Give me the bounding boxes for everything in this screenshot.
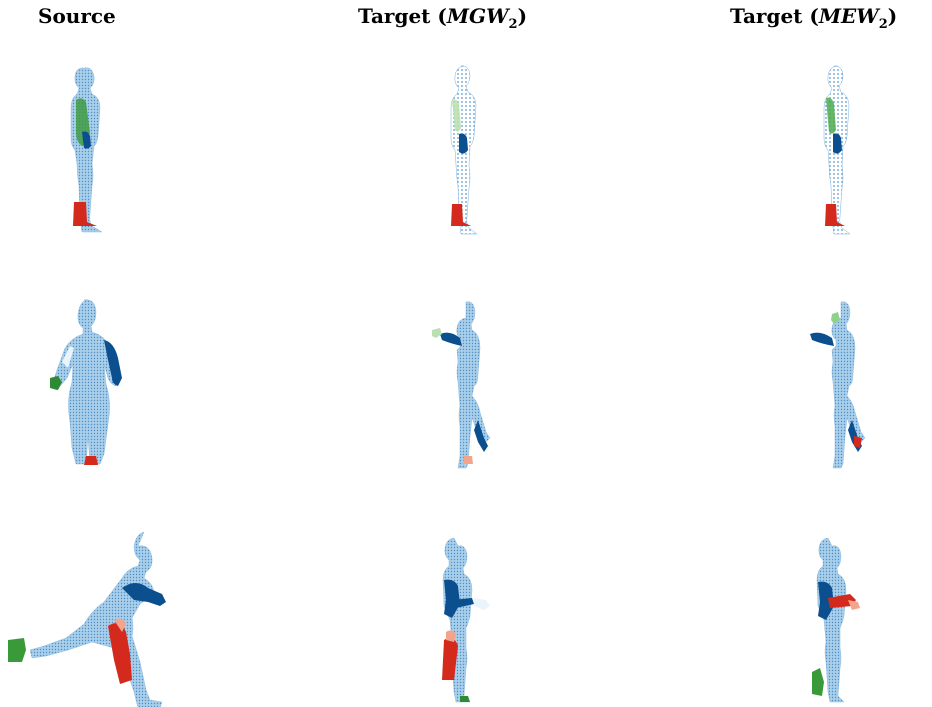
dark-blue-region [82, 131, 91, 149]
red-region [73, 202, 97, 226]
panel-r2-target-mgw [432, 301, 491, 469]
green-region [812, 668, 824, 696]
body-mesh [831, 301, 866, 469]
green-region [452, 99, 461, 132]
dark-blue-region [122, 583, 166, 606]
panel-r1-source [70, 67, 103, 233]
red-region [825, 204, 845, 226]
green-region [432, 328, 442, 338]
panel-r2-target-mew [810, 301, 866, 469]
dark-blue-region [444, 579, 460, 618]
dark-blue-region [474, 420, 488, 452]
panel-r2-source [50, 299, 122, 465]
green-region [460, 696, 470, 702]
header-source-label: Source [38, 4, 116, 28]
dark-blue-region [452, 598, 474, 608]
panel-r3-target-mew [812, 537, 860, 703]
green-region [831, 312, 840, 324]
red-region [828, 594, 856, 608]
red-region [442, 638, 458, 680]
light-red-region [848, 600, 860, 610]
body-mesh [442, 537, 473, 703]
red-region [463, 456, 473, 464]
dark-blue-region [440, 332, 462, 346]
light-red-region [446, 630, 456, 642]
panel-r1-target-mgw [450, 65, 478, 235]
dark-blue-region [104, 340, 122, 386]
red-region [854, 436, 862, 448]
dark-blue-region [810, 332, 834, 346]
light-red-region [114, 618, 126, 632]
dark-blue-region [818, 581, 834, 620]
dark-blue-region [833, 133, 842, 154]
green-region [50, 376, 62, 390]
body-mesh [29, 531, 163, 707]
header-source: Source [38, 4, 116, 28]
red-region [84, 456, 98, 465]
red-region [451, 204, 471, 226]
red-region [108, 623, 132, 684]
body-mesh [816, 537, 847, 703]
panel-r3-source [8, 531, 166, 707]
panel-r3-target-mgw [442, 537, 490, 703]
body-mesh [50, 299, 119, 465]
header-target-mgw: Target (MGW2) [358, 4, 528, 32]
dark-blue-region [459, 133, 468, 154]
white-arm-region [62, 346, 74, 368]
header-target-mew: Target (MEW2) [730, 4, 898, 32]
panel-r1-target-mew [823, 65, 851, 235]
green-region [826, 97, 836, 134]
light-arm-region [474, 598, 490, 610]
green-region [8, 638, 26, 662]
